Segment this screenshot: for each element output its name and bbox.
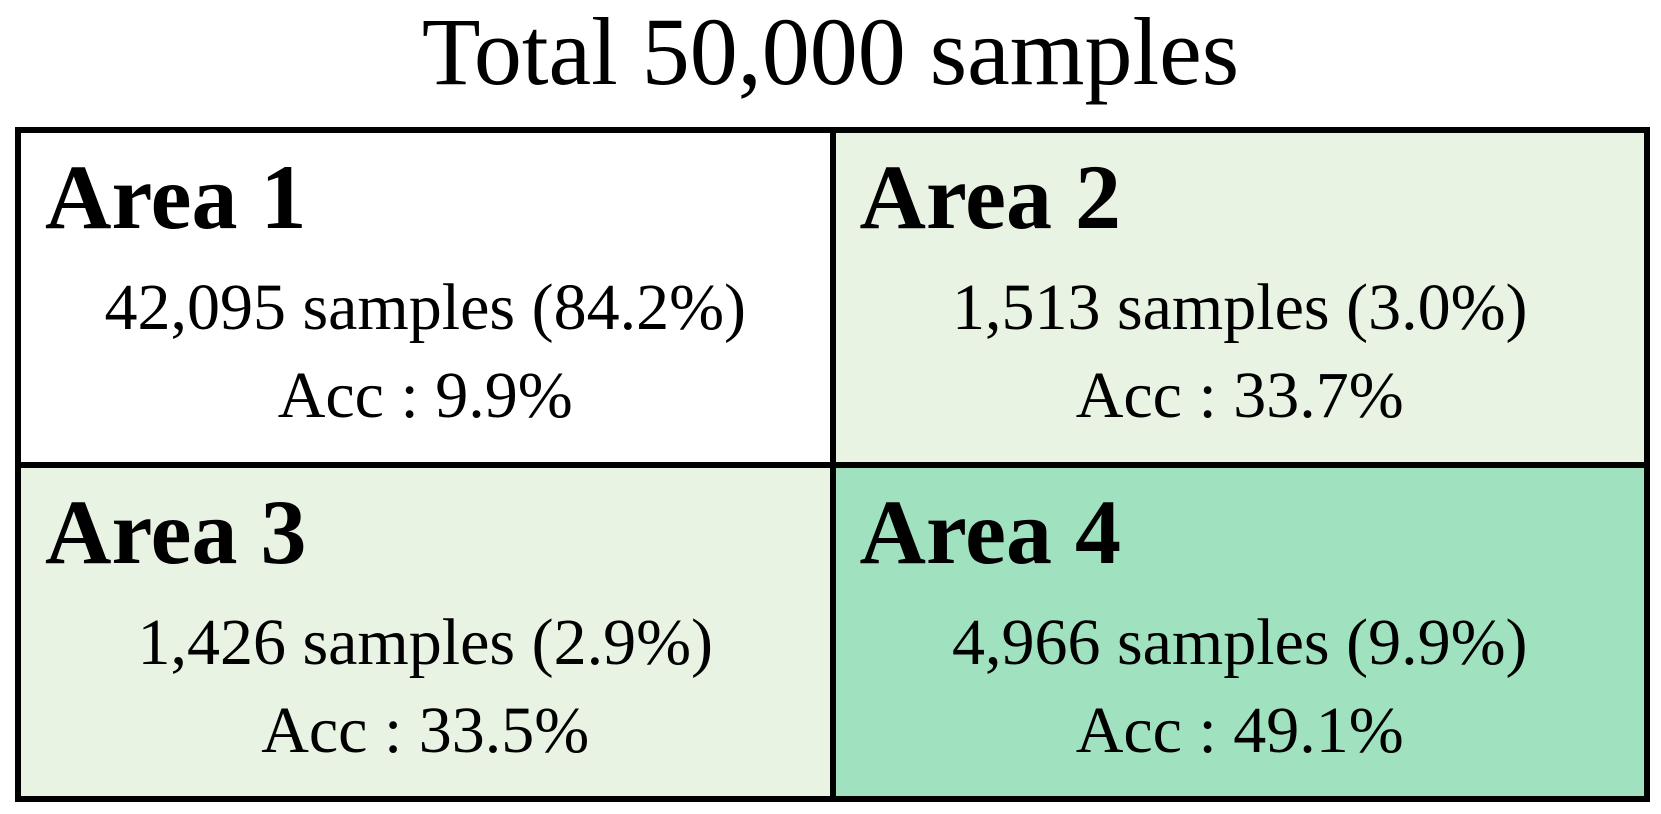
area-samples: 1,513 samples (3.0%) (951, 271, 1528, 344)
area-grid: Area 1 42,095 samples (84.2%) Acc : 9.9%… (15, 127, 1650, 802)
area-cell: Area 4 4,966 samples (9.9%) Acc : 49.1% (835, 467, 1644, 796)
area-cell: Area 1 42,095 samples (84.2%) Acc : 9.9% (21, 133, 830, 462)
title: Total 50,000 samples (421, 0, 1240, 105)
area-accuracy: Acc : 9.9% (277, 359, 573, 432)
area-samples: 42,095 samples (84.2%) (104, 271, 747, 344)
area-accuracy: Acc : 33.5% (261, 693, 590, 767)
area-name: Area 1 (45, 146, 307, 248)
area-accuracy: Acc : 33.7% (1075, 359, 1404, 432)
area-samples: 1,426 samples (2.9%) (137, 605, 714, 679)
area-accuracy: Acc : 49.1% (1075, 693, 1404, 767)
area-samples: 4,966 samples (9.9%) (951, 605, 1528, 679)
area-cell: Area 2 1,513 samples (3.0%) Acc : 33.7% (835, 133, 1644, 462)
area-name: Area 4 (859, 480, 1121, 583)
area-name: Area 3 (45, 480, 307, 583)
area-cell: Area 3 1,426 samples (2.9%) Acc : 33.5% (21, 467, 830, 796)
area-name: Area 2 (859, 146, 1121, 248)
